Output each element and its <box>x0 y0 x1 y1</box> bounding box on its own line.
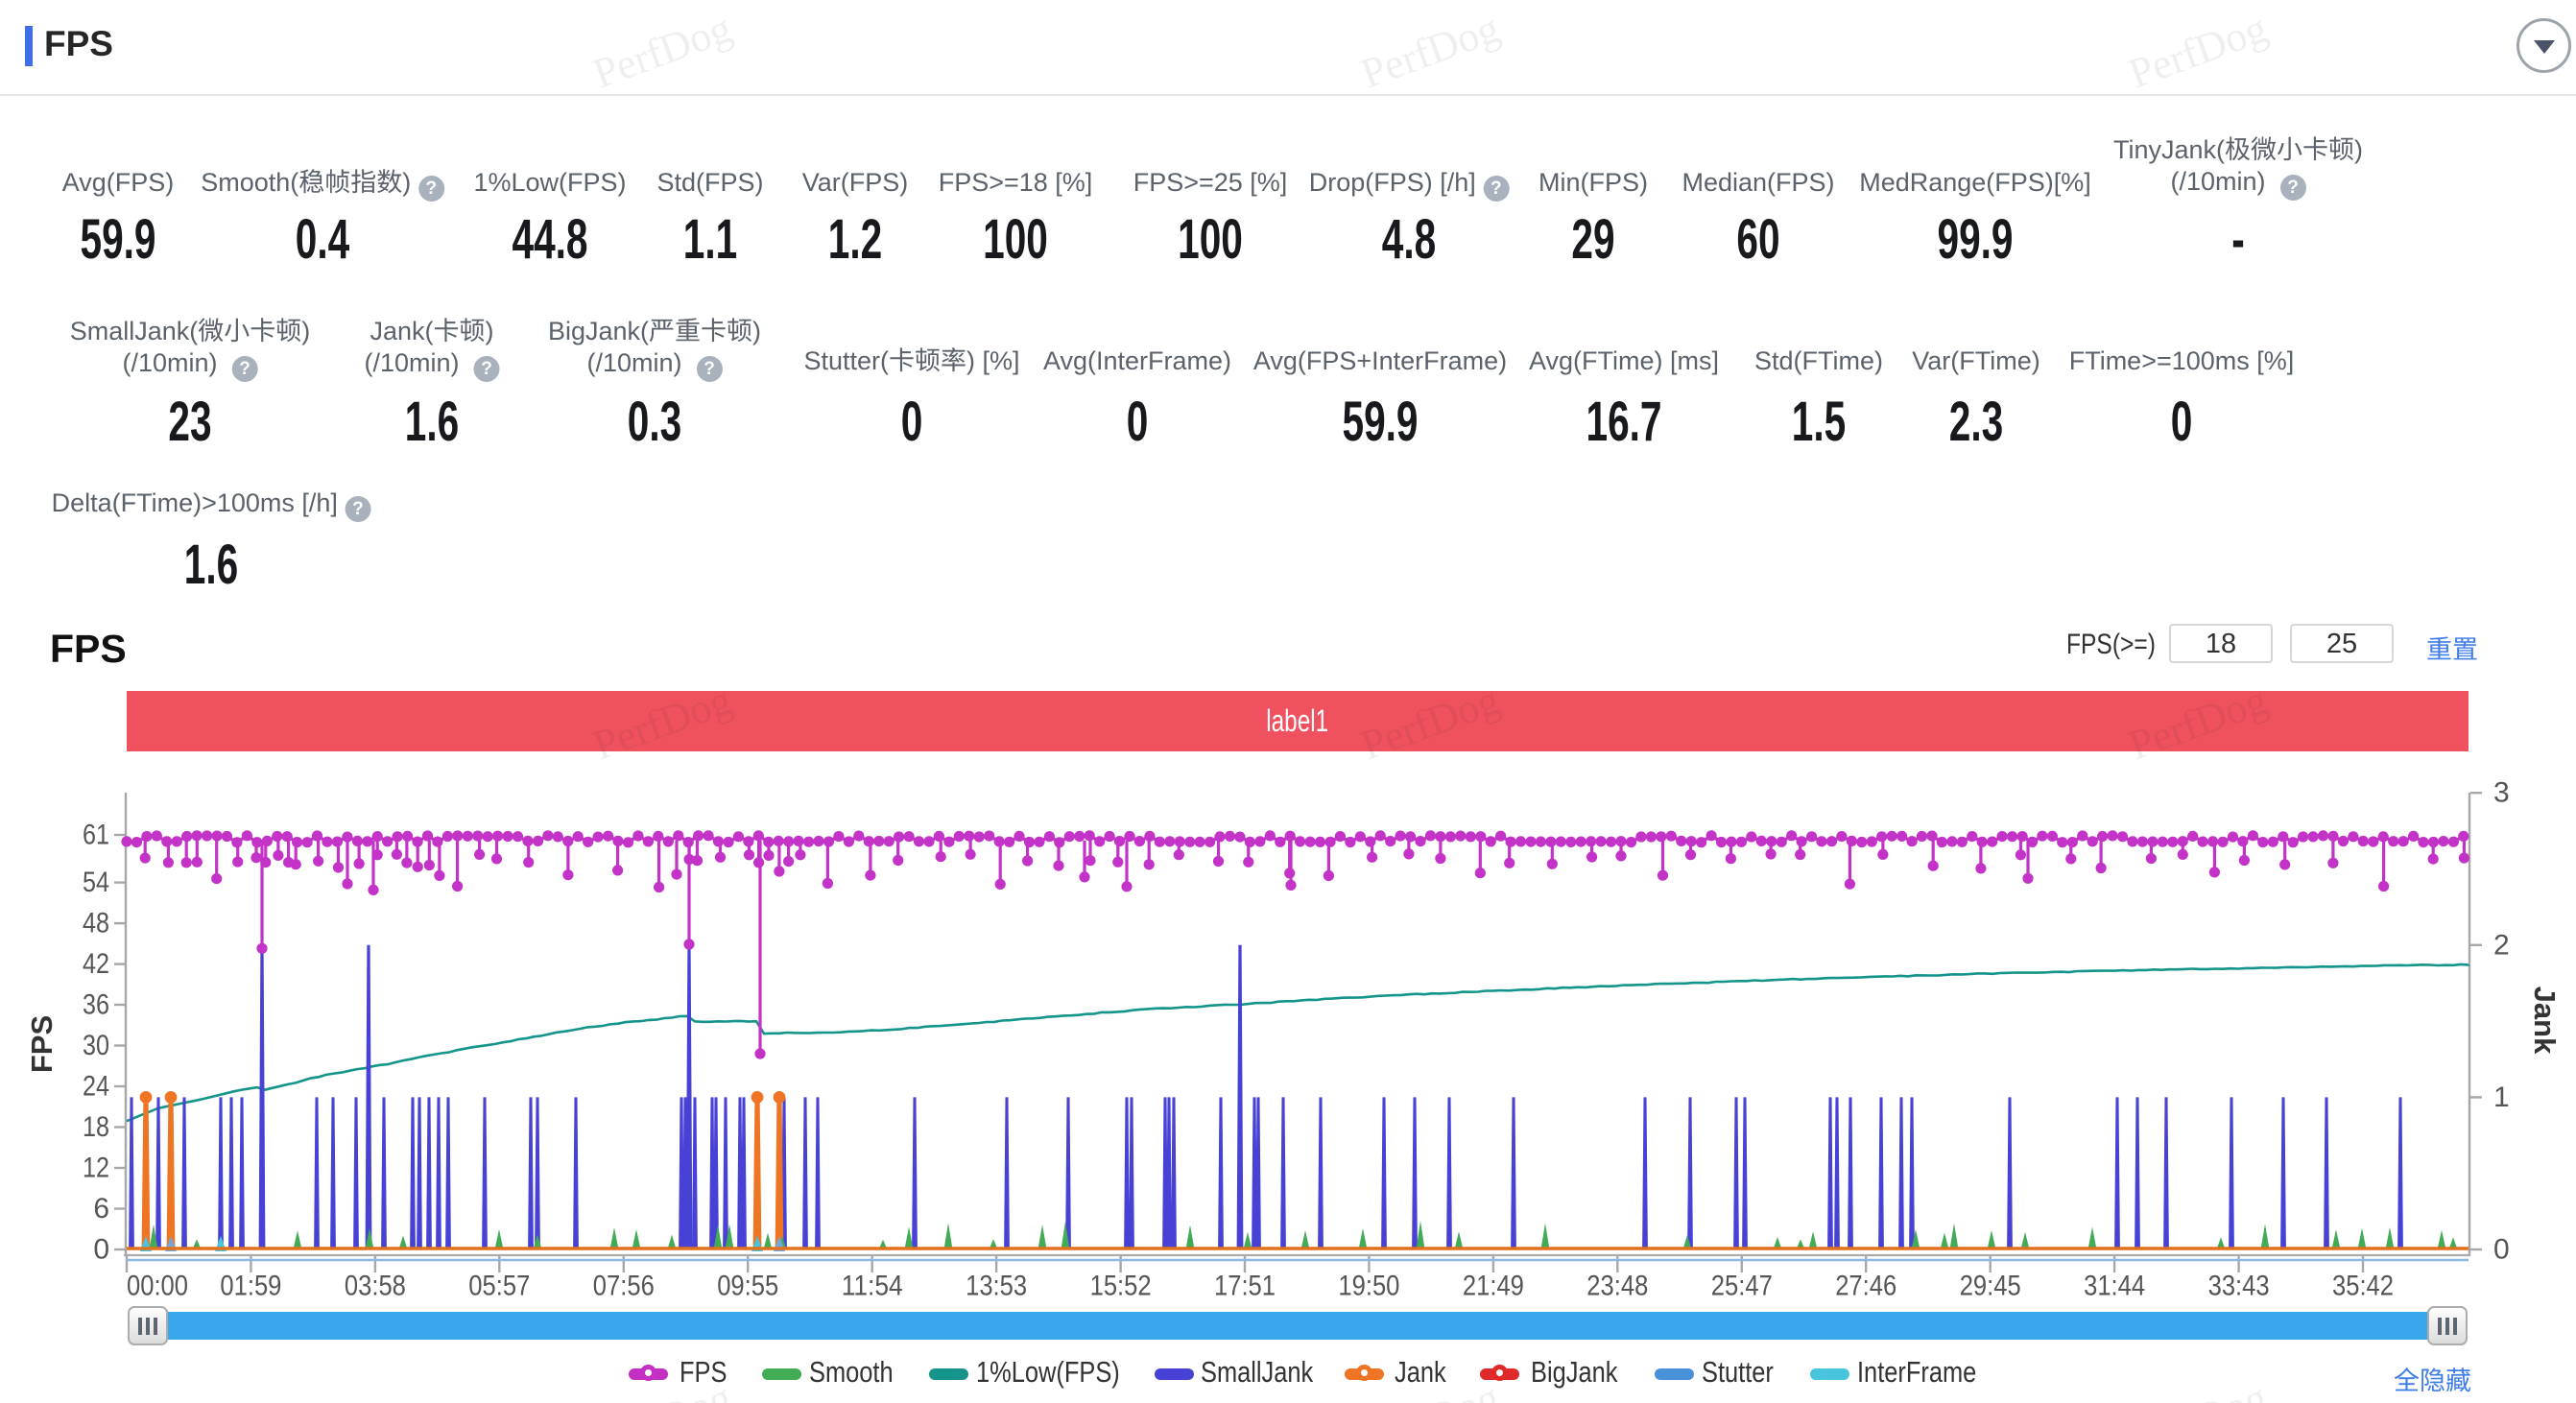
svg-text:FPS: FPS <box>25 1015 59 1073</box>
svg-text:61: 61 <box>83 820 109 851</box>
svg-text:25:47: 25:47 <box>1711 1271 1773 1302</box>
svg-text:3: 3 <box>2493 777 2510 809</box>
svg-text:29:45: 29:45 <box>1960 1271 2021 1302</box>
svg-text:03:58: 03:58 <box>345 1271 406 1302</box>
svg-text:21:49: 21:49 <box>1463 1271 1524 1302</box>
svg-text:27:46: 27:46 <box>1835 1271 1896 1302</box>
svg-text:42: 42 <box>83 948 109 980</box>
svg-text:35:42: 35:42 <box>2332 1271 2394 1302</box>
svg-text:2: 2 <box>2493 929 2510 961</box>
svg-text:48: 48 <box>83 908 109 939</box>
svg-text:15:52: 15:52 <box>1090 1271 1152 1302</box>
svg-text:05:57: 05:57 <box>468 1271 530 1302</box>
svg-text:23:48: 23:48 <box>1586 1271 1648 1302</box>
svg-text:1: 1 <box>2493 1082 2510 1113</box>
svg-text:Jank: Jank <box>2528 987 2562 1055</box>
svg-text:01:59: 01:59 <box>220 1271 281 1302</box>
svg-text:11:54: 11:54 <box>842 1271 903 1302</box>
svg-text:09:55: 09:55 <box>717 1271 778 1302</box>
svg-text:0: 0 <box>2493 1234 2510 1266</box>
svg-text:31:44: 31:44 <box>2084 1271 2145 1302</box>
svg-text:0: 0 <box>93 1234 109 1266</box>
svg-text:18: 18 <box>83 1111 109 1143</box>
svg-text:07:56: 07:56 <box>593 1271 655 1302</box>
svg-text:13:53: 13:53 <box>966 1271 1027 1302</box>
svg-text:30: 30 <box>83 1030 109 1061</box>
svg-text:33:43: 33:43 <box>2208 1271 2270 1302</box>
svg-text:36: 36 <box>83 989 109 1021</box>
svg-text:17:51: 17:51 <box>1214 1271 1276 1302</box>
svg-text:19:50: 19:50 <box>1338 1271 1399 1302</box>
svg-text:54: 54 <box>83 867 109 898</box>
svg-text:12: 12 <box>83 1153 109 1184</box>
svg-text:24: 24 <box>83 1071 109 1103</box>
svg-text:00:00: 00:00 <box>127 1271 188 1302</box>
svg-text:6: 6 <box>93 1193 109 1225</box>
